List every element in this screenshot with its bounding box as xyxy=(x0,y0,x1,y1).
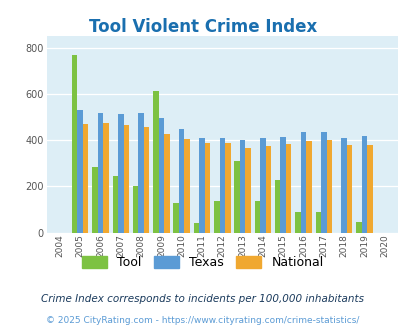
Bar xyxy=(199,138,204,233)
Bar xyxy=(173,203,179,233)
Legend: Tool, Texas, National: Tool, Texas, National xyxy=(82,256,323,269)
Bar xyxy=(112,176,118,233)
Bar xyxy=(158,118,164,233)
Bar xyxy=(366,145,372,233)
Bar xyxy=(245,148,250,233)
Bar xyxy=(326,141,331,233)
Bar xyxy=(83,124,88,233)
Bar xyxy=(300,132,305,233)
Bar xyxy=(355,222,361,233)
Text: Tool Violent Crime Index: Tool Violent Crime Index xyxy=(89,18,316,36)
Bar xyxy=(179,129,184,233)
Bar xyxy=(193,223,199,233)
Bar xyxy=(341,138,346,233)
Bar xyxy=(320,132,326,233)
Bar xyxy=(132,186,138,233)
Bar xyxy=(213,201,219,233)
Bar xyxy=(260,138,265,233)
Bar xyxy=(123,124,129,233)
Bar xyxy=(274,180,280,233)
Bar xyxy=(118,114,123,233)
Bar xyxy=(153,91,158,233)
Bar xyxy=(346,145,352,233)
Text: Crime Index corresponds to incidents per 100,000 inhabitants: Crime Index corresponds to incidents per… xyxy=(41,294,364,304)
Bar xyxy=(204,143,210,233)
Bar xyxy=(234,161,239,233)
Text: © 2025 CityRating.com - https://www.cityrating.com/crime-statistics/: © 2025 CityRating.com - https://www.city… xyxy=(46,316,359,325)
Bar xyxy=(77,110,83,233)
Bar xyxy=(164,134,169,233)
Bar xyxy=(92,167,98,233)
Bar xyxy=(305,141,311,233)
Bar xyxy=(265,146,271,233)
Bar xyxy=(280,137,285,233)
Bar xyxy=(224,143,230,233)
Bar xyxy=(72,55,77,233)
Bar xyxy=(98,113,103,233)
Bar xyxy=(143,127,149,233)
Bar xyxy=(184,139,190,233)
Bar xyxy=(219,138,224,233)
Bar xyxy=(254,201,260,233)
Bar xyxy=(315,212,320,233)
Bar xyxy=(103,123,109,233)
Bar xyxy=(285,144,291,233)
Bar xyxy=(294,212,300,233)
Bar xyxy=(361,136,366,233)
Bar xyxy=(239,140,245,233)
Bar xyxy=(138,113,143,233)
